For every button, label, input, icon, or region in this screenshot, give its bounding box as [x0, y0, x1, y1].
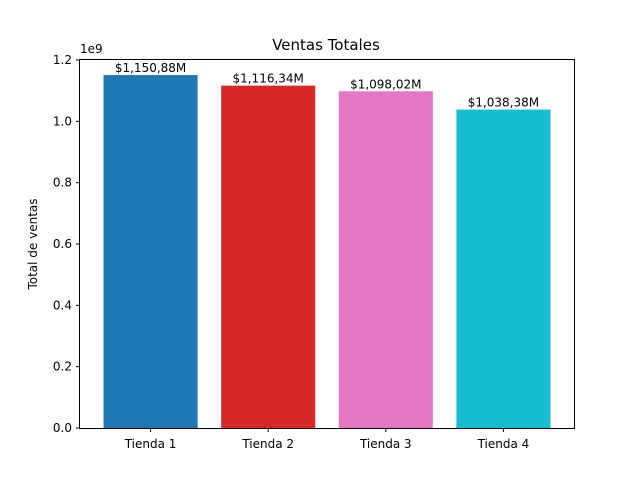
bar-value-label: $1,116,34M: [232, 72, 303, 86]
y-tick-label: 1.0: [53, 114, 72, 128]
bar: [456, 109, 551, 428]
x-tick-label: Tienda 3: [359, 437, 412, 451]
bar-value-label: $1,038,38M: [468, 96, 539, 110]
x-tick-label: Tienda 1: [124, 437, 177, 451]
bar: [221, 85, 316, 428]
y-tick-label: 0.4: [53, 298, 72, 312]
chart-title: Ventas Totales: [272, 36, 380, 54]
bar: [103, 75, 198, 428]
y-offset-label: 1e9: [80, 42, 103, 56]
y-tick-label: 0.8: [53, 176, 72, 190]
y-tick-label: 1.2: [53, 53, 72, 67]
bar-value-label: $1,098,02M: [350, 77, 421, 91]
x-tick-label: Tienda 4: [477, 437, 530, 451]
y-axis-label: Total de ventas: [26, 198, 40, 290]
plot-frame: [79, 59, 575, 429]
x-tick-label: Tienda 2: [241, 437, 294, 451]
bar: [338, 91, 433, 428]
y-tick-label: 0.2: [53, 360, 72, 374]
y-tick-label: 0.0: [53, 421, 72, 435]
ticks-group: Tienda 1 Tienda 2 Tienda 3 Tienda 4 0.0 0.2 0.…: [53, 53, 529, 451]
bar-value-label: $1,150,88M: [115, 61, 186, 75]
bars-group: $1,150,88M $1,116,34M $1,098,02M $1,038,38M: [103, 61, 551, 428]
y-tick-label: 0.6: [53, 237, 72, 251]
